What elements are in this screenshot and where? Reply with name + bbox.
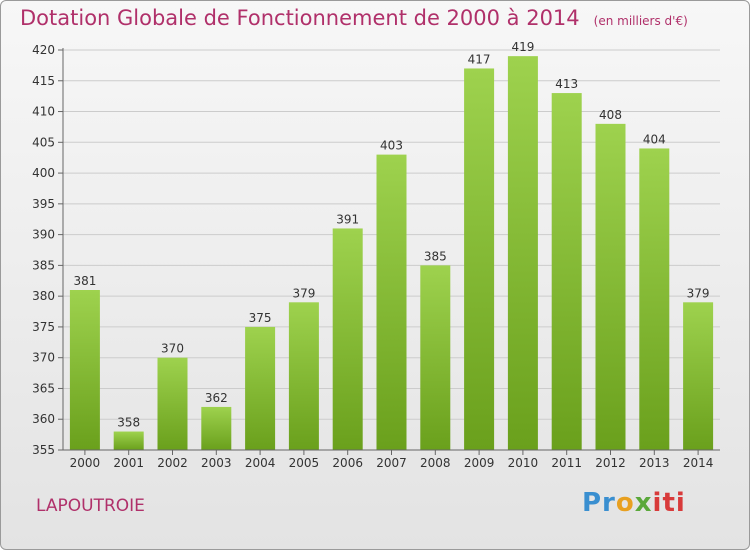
- bars: 381 358 370 362 375 379 391 403 385 417 419 413 408 4…: [69, 40, 714, 451]
- y-tick-label: 355: [32, 443, 55, 457]
- bar-2009: [464, 68, 495, 450]
- bar-2007: [376, 154, 407, 450]
- y-tick-label: 390: [32, 228, 55, 242]
- y-tick-label: 410: [32, 105, 55, 119]
- x-tick-label: 2009: [464, 456, 495, 470]
- bar-2013: [639, 148, 670, 450]
- bar-2003: [201, 406, 232, 450]
- y-tick-label: 370: [32, 351, 55, 365]
- y-tick-label: 365: [32, 381, 55, 395]
- commune-name: LAPOUTROIE: [36, 496, 145, 516]
- data-label: 417: [468, 52, 491, 66]
- y-tick-label: 380: [32, 289, 55, 303]
- y-tick-label: 415: [32, 74, 55, 88]
- data-label: 379: [292, 286, 315, 300]
- bar-2006: [332, 228, 363, 450]
- y-tick-label: 395: [32, 197, 55, 211]
- data-label: 403: [380, 139, 403, 153]
- data-label: 408: [599, 108, 622, 122]
- data-label: 362: [205, 391, 228, 405]
- data-label: 404: [643, 132, 666, 146]
- y-tick-label: 385: [32, 258, 55, 272]
- x-tick-label: 2008: [420, 456, 451, 470]
- bar-2008: [420, 265, 451, 450]
- bar-2004: [245, 326, 276, 450]
- subtitle-text: (en milliers d'€): [593, 14, 688, 28]
- axes: 355 360 365 370 375 380 385 390 395 400 405 410 415 4…: [32, 43, 720, 470]
- bar-2014: [683, 302, 714, 450]
- bar-2012: [595, 123, 626, 450]
- x-tick-label: 2001: [113, 456, 144, 470]
- x-tick-label: 2000: [70, 456, 101, 470]
- x-tick-label: 2011: [551, 456, 582, 470]
- x-tick-label: 2004: [245, 456, 276, 470]
- data-label: 381: [73, 274, 96, 288]
- y-tick-label: 405: [32, 135, 55, 149]
- proxiti-logo: Proxiti: [582, 488, 686, 518]
- bar-2011: [551, 93, 582, 451]
- data-label: 375: [249, 311, 272, 325]
- bar-2001: [113, 431, 144, 450]
- data-label: 385: [424, 249, 447, 263]
- x-tick-label: 2013: [639, 456, 670, 470]
- x-tick-label: 2002: [157, 456, 188, 470]
- data-label: 370: [161, 342, 184, 356]
- y-tick-label: 375: [32, 320, 55, 334]
- bar-2002: [157, 357, 188, 450]
- bar-2000: [69, 290, 100, 450]
- y-tick-label: 420: [32, 43, 55, 57]
- x-tick-label: 2007: [376, 456, 407, 470]
- data-label: 413: [555, 77, 578, 91]
- title-text: Dotation Globale de Fonctionnement de 20…: [20, 6, 580, 30]
- x-tick-label: 2012: [595, 456, 626, 470]
- x-tick-label: 2010: [508, 456, 539, 470]
- y-tick-label: 360: [32, 412, 55, 426]
- bar-2010: [507, 56, 538, 451]
- data-label: 379: [687, 286, 710, 300]
- data-label: 391: [336, 212, 359, 226]
- chart-title: Dotation Globale de Fonctionnement de 20…: [20, 6, 688, 30]
- x-tick-label: 2005: [289, 456, 320, 470]
- bar-2005: [288, 302, 319, 450]
- x-tick-label: 2006: [332, 456, 363, 470]
- y-tick-label: 400: [32, 166, 55, 180]
- data-label: 358: [117, 416, 140, 430]
- data-label: 419: [511, 40, 534, 54]
- x-tick-label: 2003: [201, 456, 232, 470]
- x-tick-label: 2014: [683, 456, 714, 470]
